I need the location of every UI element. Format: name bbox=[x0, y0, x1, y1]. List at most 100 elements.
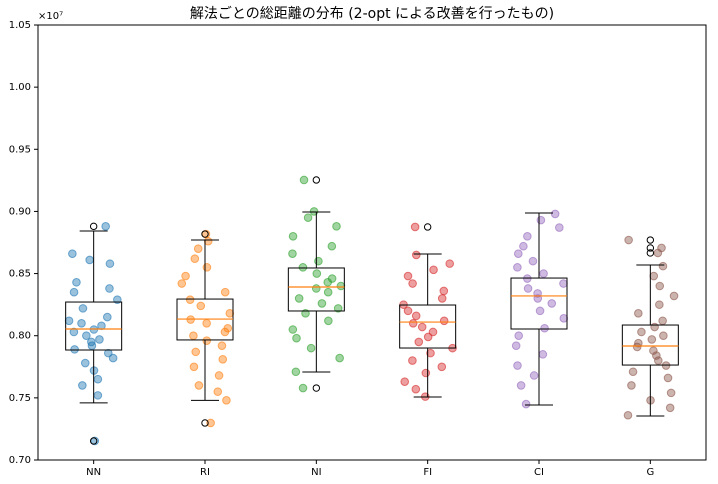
data-point bbox=[288, 325, 298, 334]
data-point bbox=[516, 381, 526, 390]
flier bbox=[646, 249, 655, 257]
data-point bbox=[403, 306, 413, 316]
flier bbox=[89, 222, 98, 231]
data-point bbox=[658, 316, 667, 326]
data-point bbox=[624, 235, 633, 245]
flier bbox=[201, 230, 209, 238]
data-point bbox=[654, 356, 663, 365]
data-point bbox=[559, 279, 568, 288]
data-point bbox=[218, 355, 228, 364]
data-point bbox=[103, 312, 112, 322]
data-point bbox=[411, 250, 421, 260]
data-point bbox=[417, 322, 427, 332]
data-point bbox=[298, 383, 308, 393]
data-point bbox=[203, 236, 213, 246]
data-point bbox=[421, 368, 431, 378]
data-point bbox=[314, 256, 323, 266]
data-point bbox=[536, 215, 546, 225]
data-point bbox=[196, 301, 206, 311]
data-point bbox=[177, 279, 187, 288]
data-point bbox=[95, 335, 104, 344]
data-point bbox=[77, 318, 86, 328]
data-point bbox=[93, 374, 103, 384]
x-tick-label: RI bbox=[200, 467, 210, 478]
data-point bbox=[70, 345, 79, 354]
data-point bbox=[78, 381, 87, 390]
data-point bbox=[649, 271, 659, 281]
data-point bbox=[445, 259, 455, 268]
x-tick-label: NI bbox=[311, 467, 321, 478]
data-point bbox=[294, 294, 304, 303]
data-point bbox=[429, 265, 438, 275]
data-point bbox=[632, 342, 642, 352]
data-point bbox=[191, 347, 201, 357]
data-point bbox=[291, 367, 301, 377]
data-point bbox=[403, 271, 413, 281]
data-point bbox=[529, 371, 539, 380]
data-point bbox=[653, 248, 663, 258]
data-point bbox=[439, 316, 449, 326]
flier bbox=[89, 437, 98, 445]
data-point bbox=[655, 300, 664, 309]
data-point bbox=[559, 314, 569, 323]
data-point bbox=[317, 299, 327, 308]
data-point bbox=[80, 358, 90, 368]
data-point bbox=[64, 316, 74, 326]
data-point bbox=[101, 222, 110, 231]
box bbox=[65, 301, 123, 351]
data-point bbox=[647, 335, 657, 344]
data-point bbox=[511, 341, 521, 350]
data-point bbox=[68, 249, 77, 258]
data-point bbox=[538, 350, 548, 359]
x-tick-label: G bbox=[646, 467, 654, 478]
data-point bbox=[214, 371, 224, 380]
data-point bbox=[437, 294, 447, 303]
data-point bbox=[225, 309, 235, 318]
plot-frame bbox=[37, 24, 707, 461]
data-point bbox=[190, 254, 200, 263]
data-point bbox=[69, 327, 79, 337]
data-point bbox=[519, 241, 528, 251]
data-point bbox=[78, 304, 88, 313]
data-point bbox=[220, 327, 230, 337]
data-point bbox=[87, 341, 97, 350]
data-point bbox=[288, 231, 298, 241]
data-point bbox=[540, 323, 549, 333]
y-tick-label: 1.05 bbox=[9, 20, 31, 31]
box bbox=[510, 277, 568, 330]
data-point bbox=[663, 373, 673, 383]
data-point bbox=[423, 332, 433, 342]
data-point bbox=[410, 222, 420, 232]
flier bbox=[201, 419, 209, 427]
data-point bbox=[669, 291, 679, 301]
flier bbox=[423, 223, 432, 231]
data-point bbox=[335, 353, 344, 363]
flier bbox=[312, 384, 321, 392]
data-point bbox=[400, 377, 410, 387]
data-point bbox=[528, 256, 538, 266]
y-tick-label: 0.75 bbox=[9, 393, 31, 404]
data-point bbox=[292, 333, 301, 343]
data-point bbox=[426, 348, 435, 358]
data-point bbox=[185, 295, 195, 304]
data-point bbox=[514, 331, 524, 341]
data-point bbox=[408, 318, 418, 328]
data-point bbox=[220, 287, 230, 297]
data-point bbox=[523, 284, 533, 293]
data-point bbox=[105, 259, 115, 268]
x-tick-label: NN bbox=[86, 467, 101, 478]
chart-title: 解法ごとの総距離の分布 (2-opt による改善を行ったもの) bbox=[190, 5, 554, 22]
data-point bbox=[311, 284, 321, 293]
data-point bbox=[652, 351, 661, 360]
data-point bbox=[535, 306, 545, 316]
data-point bbox=[659, 331, 668, 341]
data-point bbox=[298, 263, 308, 272]
flier bbox=[646, 236, 655, 244]
data-point bbox=[217, 341, 227, 350]
data-point bbox=[299, 175, 309, 185]
data-point bbox=[194, 381, 204, 390]
y-tick-label: 0.90 bbox=[9, 206, 31, 217]
data-point bbox=[439, 286, 449, 296]
data-point bbox=[408, 279, 417, 288]
